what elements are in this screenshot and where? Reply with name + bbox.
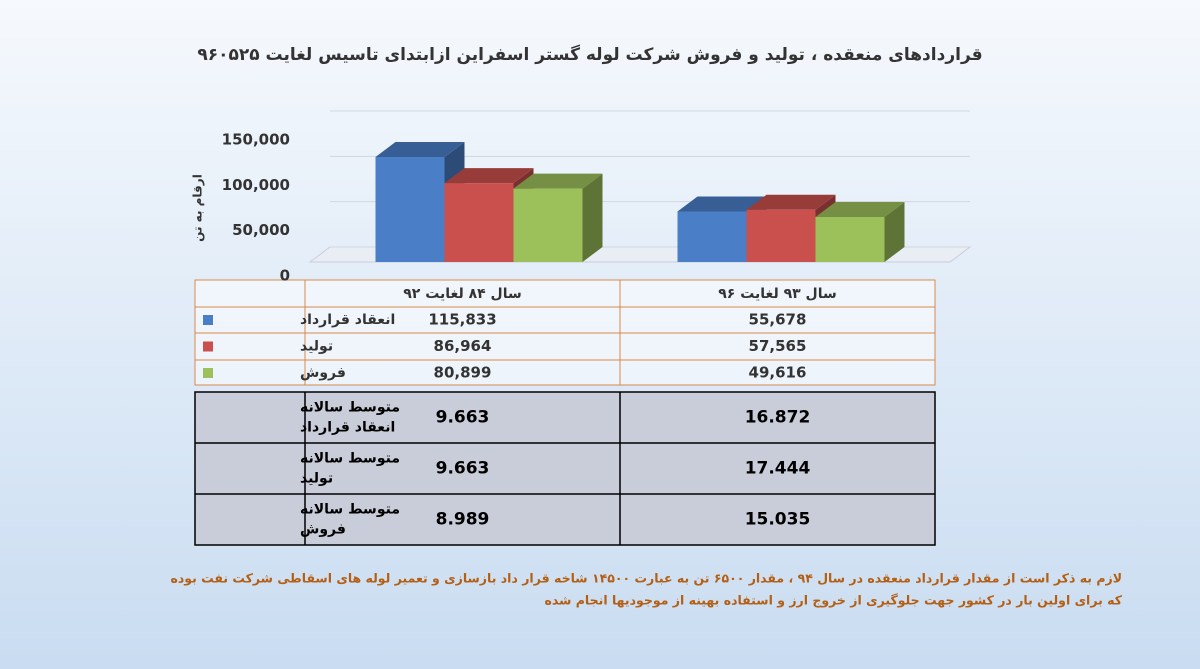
bar-face xyxy=(677,211,747,262)
x-tick-label: سال ۸۴ لغایت ۹۲ xyxy=(403,286,521,302)
row-label: فروش xyxy=(300,522,346,538)
y-tick-label: 0 xyxy=(280,267,290,285)
bar-face xyxy=(444,183,514,262)
table-value: 115,833 xyxy=(428,311,496,329)
bar-face xyxy=(513,173,603,189)
legend-swatch xyxy=(203,341,213,352)
legend-swatch xyxy=(203,315,213,325)
bar-face xyxy=(746,209,816,262)
legend-label: انعقاد قرارداد xyxy=(300,312,395,328)
row-label: متوسط سالانه xyxy=(300,400,400,416)
bar-face xyxy=(815,202,905,218)
row-label: متوسط سالانه xyxy=(300,451,400,467)
chart-title: قراردادهای منعقده ، تولید و فروش شرکت لو… xyxy=(197,44,982,65)
bar-face xyxy=(375,156,445,262)
row-label: تولید xyxy=(300,471,333,487)
bar xyxy=(815,202,905,262)
bar-face xyxy=(513,188,583,262)
table-value: 80,899 xyxy=(434,364,492,382)
average-value: 15.035 xyxy=(745,510,811,530)
legend-swatch xyxy=(203,368,213,378)
row-label: متوسط سالانه xyxy=(300,502,400,518)
table-value: 86,964 xyxy=(434,337,492,355)
x-tick-label: سال ۹۳ لغایت ۹۶ xyxy=(718,286,836,302)
bar-face xyxy=(884,202,905,262)
table-value: 49,616 xyxy=(749,364,807,382)
y-tick-label: 100,000 xyxy=(222,176,290,194)
average-value: 8.989 xyxy=(436,510,490,530)
average-value: 9.663 xyxy=(436,408,490,428)
bar-face xyxy=(582,173,603,262)
average-value: 17.444 xyxy=(745,459,811,479)
y-tick-label: 50,000 xyxy=(232,221,290,239)
averages-table xyxy=(194,391,936,546)
y-tick-label: 150,000 xyxy=(222,131,290,149)
table-value: 57,565 xyxy=(749,337,807,355)
average-value: 9.663 xyxy=(436,459,490,479)
average-value: 16.872 xyxy=(745,408,811,428)
legend-label: فروش xyxy=(300,365,346,381)
bar-face xyxy=(375,141,465,157)
note-line: که برای اولین بار در کشور جهت جلوگیری از… xyxy=(545,593,1123,609)
legend-label: تولید xyxy=(300,339,333,355)
row-label: انعقاد قرارداد xyxy=(300,420,395,436)
note-line: لازم به ذکر است از مقدار قرارداد منعقده … xyxy=(170,571,1122,587)
bar-face xyxy=(746,194,836,210)
bar-face xyxy=(815,217,885,262)
y-axis-title: ارقام به تن xyxy=(191,174,206,242)
bar-face xyxy=(444,168,534,184)
bar xyxy=(513,173,603,262)
table-value: 55,678 xyxy=(749,311,807,329)
bar-face xyxy=(677,196,767,212)
